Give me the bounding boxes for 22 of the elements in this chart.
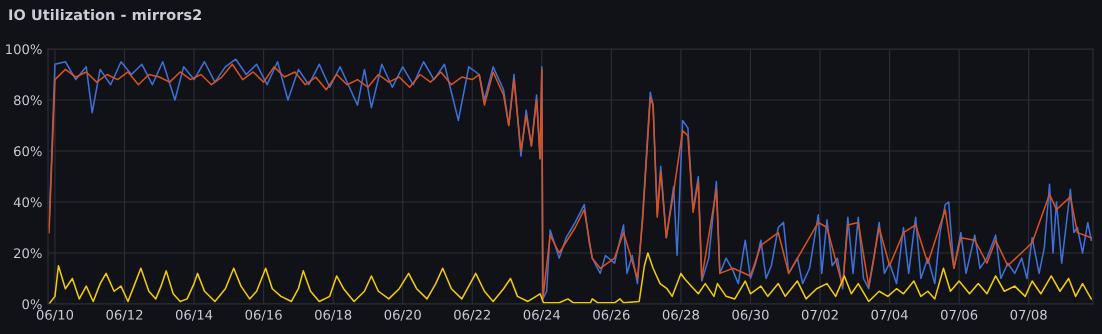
x-tick-label: 06/30 bbox=[732, 309, 769, 321]
x-tick-label: 07/02 bbox=[801, 309, 838, 321]
y-tick-label: 20% bbox=[14, 248, 42, 259]
x-tick-label: 06/22 bbox=[454, 309, 490, 321]
y-tick-label: 40% bbox=[13, 197, 42, 208]
x-tick-label: 06/20 bbox=[384, 309, 421, 321]
y-tick-label: 0% bbox=[22, 299, 42, 310]
x-tick-label: 06/28 bbox=[662, 309, 700, 321]
x-tick-label: 07/04 bbox=[871, 309, 908, 321]
x-tick-label: 07/06 bbox=[940, 309, 978, 321]
x-tick-label: 06/12 bbox=[106, 309, 143, 321]
x-tick-label: 06/24 bbox=[523, 309, 561, 321]
x-tick-label: 06/14 bbox=[175, 309, 213, 321]
x-tick-label: 06/26 bbox=[593, 309, 630, 321]
x-tick-label: 07/08 bbox=[1010, 309, 1047, 321]
x-tick-label: 06/18 bbox=[315, 309, 352, 321]
y-tick-label: 60% bbox=[14, 146, 42, 157]
x-tick-label: 06/16 bbox=[245, 309, 282, 321]
y-tick-label: 80% bbox=[14, 95, 42, 106]
chart-title: IO Utilization - mirrors2 bbox=[9, 8, 201, 21]
y-tick-label: 100% bbox=[6, 44, 42, 55]
x-tick-label: 06/10 bbox=[36, 309, 74, 321]
